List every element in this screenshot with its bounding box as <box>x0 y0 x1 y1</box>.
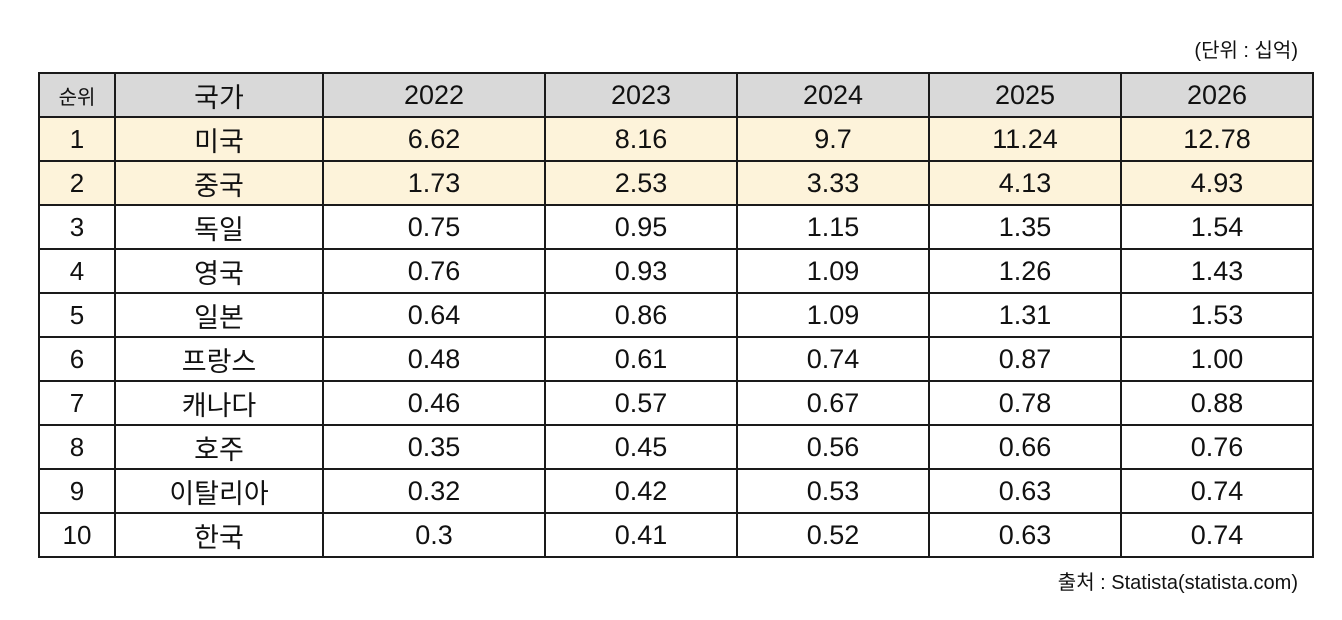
value-cell: 0.88 <box>1120 380 1314 426</box>
column-header-rank: 순위 <box>38 72 116 118</box>
value-cell: 1.15 <box>736 204 930 250</box>
rank-cell: 7 <box>38 380 116 426</box>
value-cell: 0.74 <box>1120 468 1314 514</box>
value-cell: 1.73 <box>322 160 546 206</box>
value-cell: 0.95 <box>544 204 738 250</box>
country-cell: 한국 <box>114 512 324 558</box>
value-cell: 12.78 <box>1120 116 1314 162</box>
value-cell: 0.56 <box>736 424 930 470</box>
rank-cell: 4 <box>38 248 116 294</box>
value-cell: 1.00 <box>1120 336 1314 382</box>
value-cell: 0.64 <box>322 292 546 338</box>
rank-cell: 8 <box>38 424 116 470</box>
value-cell: 0.63 <box>928 512 1122 558</box>
column-header-year: 2023 <box>544 72 738 118</box>
country-cell: 독일 <box>114 204 324 250</box>
country-cell: 일본 <box>114 292 324 338</box>
country-cell: 영국 <box>114 248 324 294</box>
unit-note: (단위 : 십억) <box>1194 40 1298 62</box>
value-cell: 0.41 <box>544 512 738 558</box>
country-cell: 미국 <box>114 116 324 162</box>
value-cell: 4.13 <box>928 160 1122 206</box>
value-cell: 0.35 <box>322 424 546 470</box>
value-cell: 2.53 <box>544 160 738 206</box>
value-cell: 0.87 <box>928 336 1122 382</box>
value-cell: 0.32 <box>322 468 546 514</box>
table-body: 1 미국 6.62 8.16 9.7 11.24 12.78 2 중국 1.73 2.53 3.33 4… <box>38 116 1314 558</box>
table-row: 4 영국 0.76 0.93 1.09 1.26 1.43 <box>38 248 1314 294</box>
table-header: 순위 국가 2022 2023 2024 2025 2026 <box>38 72 1314 118</box>
country-cell: 프랑스 <box>114 336 324 382</box>
value-cell: 0.86 <box>544 292 738 338</box>
value-cell: 0.67 <box>736 380 930 426</box>
country-cell: 호주 <box>114 424 324 470</box>
value-cell: 0.45 <box>544 424 738 470</box>
value-cell: 0.74 <box>736 336 930 382</box>
value-cell: 0.76 <box>322 248 546 294</box>
value-cell: 0.63 <box>928 468 1122 514</box>
value-cell: 1.31 <box>928 292 1122 338</box>
value-cell: 0.42 <box>544 468 738 514</box>
column-header-year: 2024 <box>736 72 930 118</box>
column-header-country: 국가 <box>114 72 324 118</box>
value-cell: 3.33 <box>736 160 930 206</box>
column-header-year: 2022 <box>322 72 546 118</box>
column-header-year: 2026 <box>1120 72 1314 118</box>
table-row: 10 한국 0.3 0.41 0.52 0.63 0.74 <box>38 512 1314 558</box>
value-cell: 4.93 <box>1120 160 1314 206</box>
value-cell: 0.76 <box>1120 424 1314 470</box>
value-cell: 1.54 <box>1120 204 1314 250</box>
table-row: 1 미국 6.62 8.16 9.7 11.24 12.78 <box>38 116 1314 162</box>
value-cell: 1.35 <box>928 204 1122 250</box>
country-cell: 중국 <box>114 160 324 206</box>
table-row: 7 캐나다 0.46 0.57 0.67 0.78 0.88 <box>38 380 1314 426</box>
data-table: 순위 국가 2022 2023 2024 2025 2026 1 미국 6.62 8.16 9.7 1… <box>38 72 1314 558</box>
value-cell: 1.09 <box>736 292 930 338</box>
value-cell: 11.24 <box>928 116 1122 162</box>
value-cell: 9.7 <box>736 116 930 162</box>
value-cell: 1.26 <box>928 248 1122 294</box>
value-cell: 0.46 <box>322 380 546 426</box>
value-cell: 0.3 <box>322 512 546 558</box>
country-cell: 이탈리아 <box>114 468 324 514</box>
table-row: 3 독일 0.75 0.95 1.15 1.35 1.54 <box>38 204 1314 250</box>
source-note: 출처 : Statista(statista.com) <box>1057 572 1298 594</box>
header-row: 순위 국가 2022 2023 2024 2025 2026 <box>38 72 1314 118</box>
value-cell: 1.09 <box>736 248 930 294</box>
value-cell: 0.66 <box>928 424 1122 470</box>
value-cell: 0.78 <box>928 380 1122 426</box>
rank-cell: 3 <box>38 204 116 250</box>
table-row: 6 프랑스 0.48 0.61 0.74 0.87 1.00 <box>38 336 1314 382</box>
table-row: 8 호주 0.35 0.45 0.56 0.66 0.76 <box>38 424 1314 470</box>
value-cell: 1.43 <box>1120 248 1314 294</box>
rank-cell: 6 <box>38 336 116 382</box>
value-cell: 0.93 <box>544 248 738 294</box>
value-cell: 0.52 <box>736 512 930 558</box>
value-cell: 8.16 <box>544 116 738 162</box>
column-header-year: 2025 <box>928 72 1122 118</box>
rank-cell: 5 <box>38 292 116 338</box>
value-cell: 0.48 <box>322 336 546 382</box>
table-row: 5 일본 0.64 0.86 1.09 1.31 1.53 <box>38 292 1314 338</box>
country-cell: 캐나다 <box>114 380 324 426</box>
table-row: 9 이탈리아 0.32 0.42 0.53 0.63 0.74 <box>38 468 1314 514</box>
value-cell: 0.75 <box>322 204 546 250</box>
rank-cell: 2 <box>38 160 116 206</box>
rank-cell: 9 <box>38 468 116 514</box>
rank-cell: 10 <box>38 512 116 558</box>
value-cell: 1.53 <box>1120 292 1314 338</box>
table-row: 2 중국 1.73 2.53 3.33 4.13 4.93 <box>38 160 1314 206</box>
value-cell: 6.62 <box>322 116 546 162</box>
value-cell: 0.57 <box>544 380 738 426</box>
rank-cell: 1 <box>38 116 116 162</box>
value-cell: 0.61 <box>544 336 738 382</box>
value-cell: 0.74 <box>1120 512 1314 558</box>
value-cell: 0.53 <box>736 468 930 514</box>
